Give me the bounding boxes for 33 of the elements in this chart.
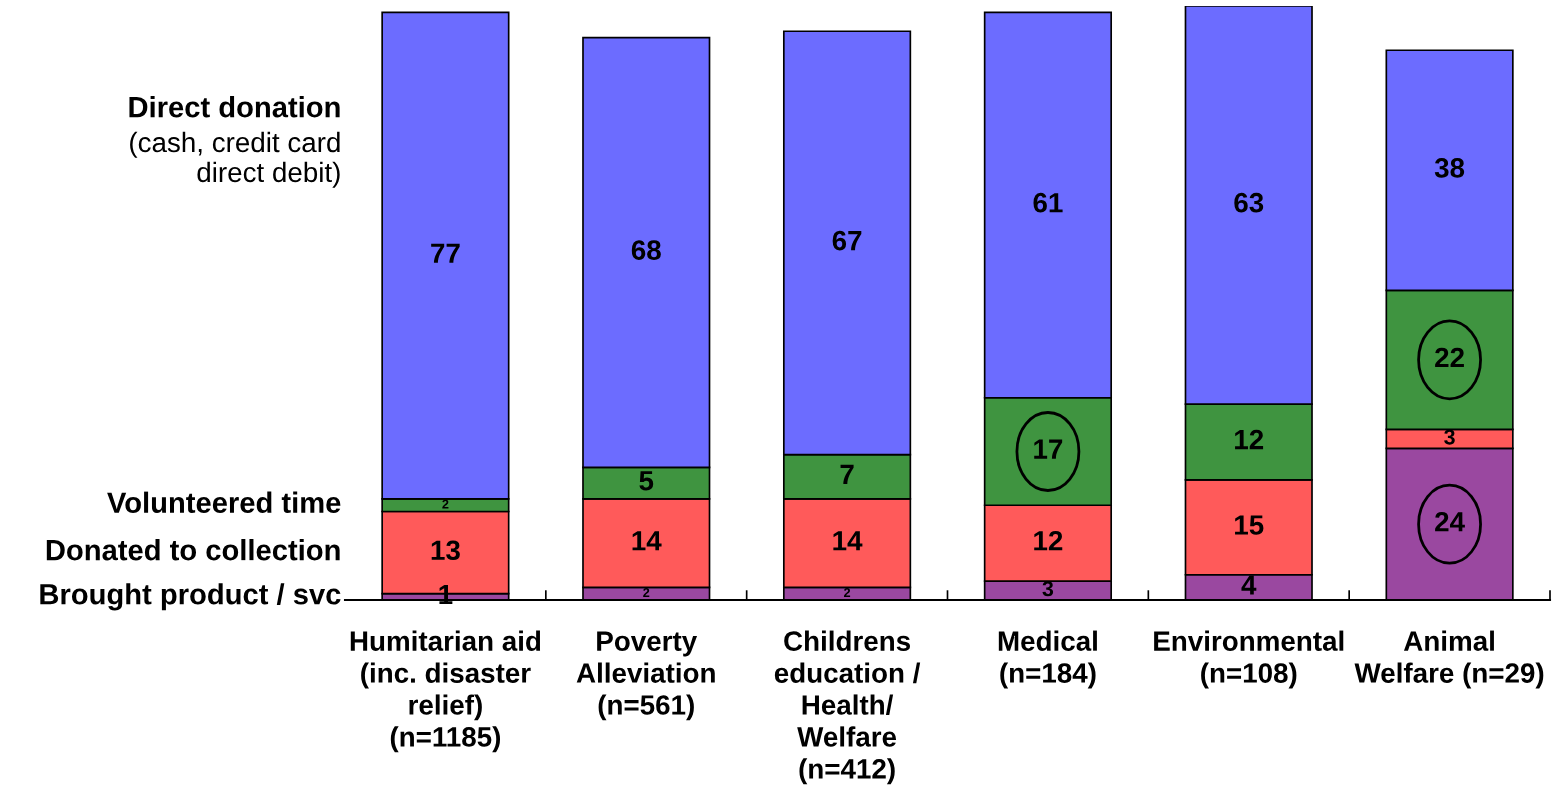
data-label: 63 <box>1234 192 1264 213</box>
data-label: 67 <box>832 230 862 251</box>
data-label: 17 <box>1034 439 1063 459</box>
series-label: Volunteered time <box>107 491 341 514</box>
x-tick-label: Humitarian aid (inc. disaster relief) (n=1185) <box>350 630 541 753</box>
data-label: 7 <box>840 464 854 484</box>
data-label: 24 <box>1435 511 1465 532</box>
series-label: Brought product / svc <box>40 583 341 611</box>
data-label: 38 <box>1434 158 1465 178</box>
data-label: 77 <box>431 243 460 263</box>
data-label: 2 <box>442 499 449 509</box>
data-label: 4 <box>1241 575 1257 595</box>
x-tick-label: Environmental (n=108) <box>1154 630 1344 689</box>
x-tick-label: Poverty Alleviation (n=561) <box>576 631 715 721</box>
x-tick-label: Childrens education / Health/ Welfare (n=412) <box>774 630 921 785</box>
data-label: 14 <box>632 531 662 551</box>
data-label: 12 <box>1034 530 1063 551</box>
x-tick-label: Animal Welfare (n=29) <box>1354 630 1544 689</box>
data-label: 5 <box>639 471 654 491</box>
data-label: 12 <box>1235 429 1264 450</box>
data-label: 13 <box>431 540 460 561</box>
data-label: 2 <box>643 588 650 597</box>
series-label: Donated to collection <box>46 539 340 561</box>
data-label: 61 <box>1033 192 1063 213</box>
data-label: 22 <box>1435 347 1464 368</box>
data-label: 15 <box>1235 515 1264 535</box>
data-label: 14 <box>833 531 863 551</box>
data-label: 68 <box>631 240 661 260</box>
series-label: Direct donation <box>129 96 340 118</box>
data-label: 3 <box>1444 429 1455 445</box>
data-label: 2 <box>843 588 851 597</box>
text: (cash, credit card direct debit) <box>130 131 340 188</box>
x-tick-label: Medical (n=184) <box>998 630 1097 689</box>
